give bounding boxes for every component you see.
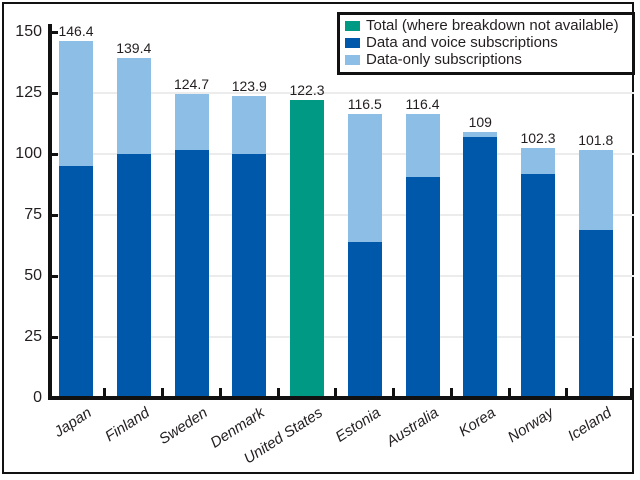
y-axis-label-100: 100 [15, 145, 42, 162]
legend-row-data-only: Data-only subscriptions [345, 52, 627, 68]
bar-value-label: 116.5 [347, 95, 382, 112]
legend-label-data-voice: Data and voice subscriptions [366, 34, 558, 51]
bar-segment-japan [59, 166, 93, 398]
bar-value-label: 123.9 [231, 77, 267, 94]
bar-segment-united-states [290, 99, 324, 398]
y-axis-tick-125 [52, 91, 58, 95]
x-axis-tick [103, 388, 107, 396]
gridline-25 [52, 336, 634, 338]
bar-segment-denmark [232, 154, 267, 398]
y-axis-line [48, 24, 52, 400]
bar-value-label: 122.3 [289, 81, 325, 98]
legend-label-total: Total (where breakdown not available) [366, 17, 619, 34]
y-axis-tick-100 [52, 152, 58, 156]
bar-segment-estonia [347, 241, 382, 398]
x-axis-tick [449, 388, 453, 396]
bar-value-label: 139.4 [116, 39, 152, 56]
x-axis-tick [507, 388, 511, 396]
x-axis-tick [392, 388, 396, 396]
x-axis-line [48, 396, 634, 400]
bar-segment-australia [405, 113, 440, 177]
x-axis-tick [334, 388, 338, 396]
bar-segment-norway [521, 148, 555, 174]
bar-value-label: 109 [468, 114, 492, 131]
bar-segment-denmark [232, 95, 267, 154]
y-axis-label-0: 0 [33, 389, 42, 406]
bar-segment-estonia [347, 113, 382, 242]
y-axis-label-150: 150 [15, 23, 42, 40]
gridline-75 [52, 214, 634, 216]
bar-segment-iceland [578, 149, 613, 230]
bar-value-label: 124.7 [173, 75, 210, 92]
light-blue-swatch-icon [345, 55, 360, 65]
dark-blue-swatch-icon [345, 38, 360, 48]
y-axis-label-50: 50 [24, 267, 42, 284]
bar-segment-norway [521, 173, 555, 398]
x-axis-tick [161, 388, 165, 396]
y-axis-tick-25 [52, 335, 58, 339]
bar-segment-sweden [174, 93, 209, 151]
bar-segment-korea [463, 132, 498, 137]
x-axis-tick [629, 388, 633, 396]
legend-row-total: Total (where breakdown not available) [345, 18, 627, 34]
legend-row-data-voice: Data and voice subscriptions [345, 35, 627, 51]
teal-swatch-icon [345, 21, 360, 31]
chart-frame: 146.4 Japan 139.4 Finland 124.7 Sweden 123.9 De… [2, 2, 635, 474]
x-axis-tick [276, 388, 280, 396]
legend-label-data-only: Data-only subscriptions [366, 51, 522, 68]
bar-segment-sweden [174, 150, 209, 398]
gridline-50 [52, 275, 634, 277]
bar-value-label: 116.4 [405, 95, 440, 112]
bar-segment-iceland [578, 229, 613, 398]
y-axis-label-25: 25 [24, 328, 42, 345]
legend: Total (where breakdown not available) Da… [337, 12, 635, 75]
y-axis-tick-50 [52, 274, 58, 278]
x-axis-tick [565, 388, 569, 396]
bar-value-label: 101.8 [578, 131, 614, 148]
y-axis-tick-150 [52, 30, 58, 34]
bar-value-label: 102.3 [520, 130, 556, 147]
bar-segment-korea [463, 136, 498, 398]
bar-segment-australia [405, 176, 440, 398]
bar-segment-japan [59, 40, 93, 167]
y-axis-label-75: 75 [24, 206, 42, 223]
gridline-125 [52, 92, 634, 94]
x-axis-tick [218, 388, 222, 396]
plot-area: 146.4 Japan 139.4 Finland 124.7 Sweden 123.9 De… [4, 4, 634, 472]
bar-segment-finland [116, 154, 151, 398]
y-axis-label-125: 125 [15, 84, 42, 101]
bar-segment-finland [116, 57, 151, 154]
bar-value-label: 146.4 [58, 22, 94, 39]
gridline-100 [52, 153, 634, 155]
y-axis-tick-75 [52, 213, 58, 217]
